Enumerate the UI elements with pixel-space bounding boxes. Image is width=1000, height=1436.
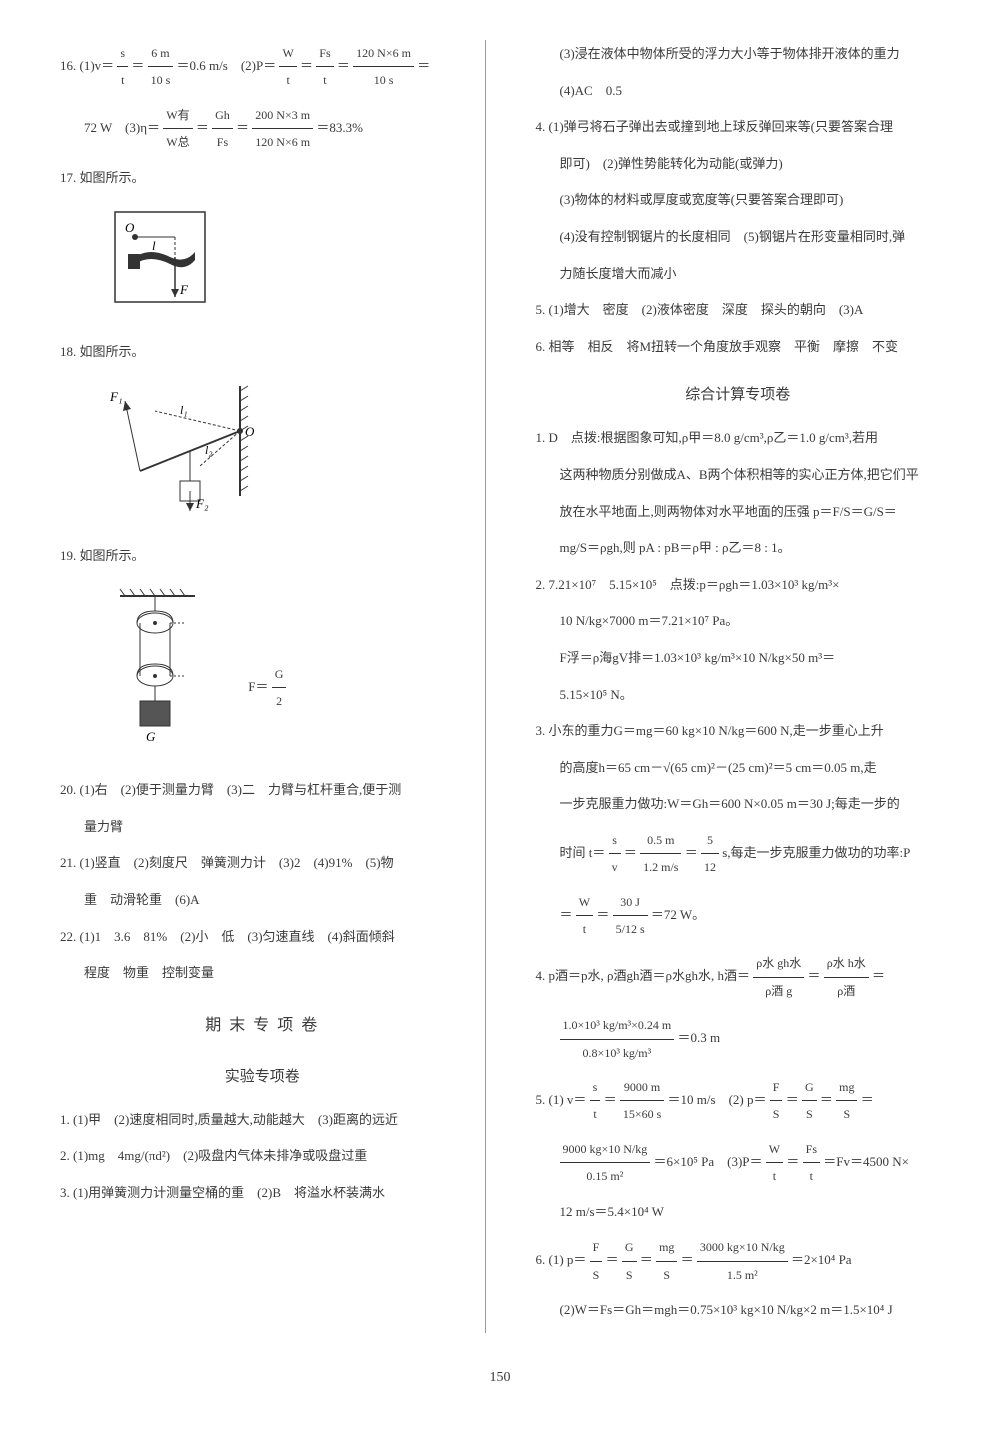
c4a: 4. p酒＝p水, ρ酒gh酒＝ρ水gh水, h酒＝ ρ水 gh水ρ酒 g ＝ … [536, 950, 941, 1004]
r4b: 即可) (2)弹性势能转化为动能(或弹力) [536, 150, 941, 179]
c3d: 时间 t＝ sv ＝ 0.5 m1.2 m/s ＝ 512 s,每走一步克服重力… [536, 827, 941, 881]
r6: 6. 相等 相反 将M扭转一个角度放手观察 平衡 摩擦 不变 [536, 333, 941, 362]
c3e: ＝ Wt ＝ 30 J5/12 s ＝72 W。 [536, 889, 941, 943]
r3b: (4)AC 0.5 [536, 77, 941, 106]
r5: 5. (1)增大 密度 (2)液体密度 深度 探头的朝向 (3)A [536, 296, 941, 325]
c1c: 放在水平地面上,则两物体对水平地面的压强 p＝F/S＝G/S＝ [536, 498, 941, 527]
q16-p1: (1)v＝ [80, 58, 115, 73]
q20b: 量力臂 [60, 813, 465, 842]
c5b: 9000 kg×10 N/kg0.15 m² ＝6×10⁵ Pa (3)P＝ W… [536, 1136, 941, 1190]
c2c: F浮＝ρ海gV排＝1.03×10³ kg/m³×10 N/kg×50 m³＝ [536, 644, 941, 673]
r3a: (3)浸在液体中物体所受的浮力大小等于物体排开液体的重力 [536, 40, 941, 69]
c5a: 5. (1) v＝ st ＝ 9000 m15×60 s ＝10 m/s (2)… [536, 1074, 941, 1128]
diagram-17: O l F [100, 202, 465, 323]
c4b: 1.0×10³ kg/m³×0.24 m0.8×10³ kg/m³ ＝0.3 m [536, 1012, 941, 1066]
frac: st [117, 40, 128, 94]
label-F: F [179, 282, 189, 297]
c1b: 这两种物质分别做成A、B两个体积相等的实心正方体,把它们平 [536, 461, 941, 490]
frac: 200 N×3 m120 N×6 m [252, 102, 313, 156]
c3a: 3. 小东的重力G＝mg＝60 kg×10 N/kg＝600 N,走一步重心上升 [536, 717, 941, 746]
c3c: 一步克服重力做功:W＝Gh＝600 N×0.05 m＝30 J;每走一步的 [536, 790, 941, 819]
c1a: 1. D 点拨:根据图象可知,ρ甲＝8.0 g/cm³,ρ乙＝1.0 g/cm³… [536, 424, 941, 453]
frac: 120 N×6 m10 s [353, 40, 414, 94]
q19-formula: F＝ G2 [248, 679, 286, 694]
r4c: (3)物体的材料或厚度或宽度等(只要答案合理即可) [536, 186, 941, 215]
label-F1: F₁ [109, 389, 122, 404]
diagram-18: O F₁ l₁ l₂ F₂ [100, 376, 465, 527]
c3b: 的高度h＝65 cm－√(65 cm)²－(25 cm)²＝5 cm＝0.05 … [536, 754, 941, 783]
c2b: 10 N/kg×7000 m＝7.21×10⁷ Pa。 [536, 607, 941, 636]
label-G: G [146, 729, 156, 744]
label-O: O [245, 424, 255, 439]
label-F2: F₂ [195, 496, 209, 511]
title-experiment: 实验专项卷 [60, 1061, 465, 1094]
frac: Wt [279, 40, 296, 94]
label-l2: l₂ [205, 443, 213, 457]
frac: Fst [316, 40, 333, 94]
diagram-19: G F＝ G2 [100, 581, 465, 762]
c6b: (2)W＝Fs＝Gh＝mgh＝0.75×10³ kg×10 N/kg×2 m＝1… [536, 1296, 941, 1325]
q16-line2: 72 W (3)η＝ W有W总 ＝ GhFs ＝ 200 N×3 m120 N×… [60, 102, 465, 156]
frac: 6 m10 s [148, 40, 174, 94]
label-l1: l₁ [180, 403, 188, 417]
c2a: 2. 7.21×10⁷ 5.15×10⁵ 点拨:p＝ρgh＝1.03×10³ k… [536, 571, 941, 600]
frac: GhFs [212, 102, 233, 156]
r4e: 力随长度增大而减小 [536, 260, 941, 289]
q19: 19. 如图所示。 [60, 542, 465, 571]
e3: 3. (1)用弹簧测力计测量空桶的重 (2)B 将溢水杯装满水 [60, 1179, 465, 1208]
label-O: O [125, 220, 135, 235]
e2: 2. (1)mg 4mg/(πd²) (2)吸盘内气体未排净或吸盘过重 [60, 1142, 465, 1171]
q18: 18. 如图所示。 [60, 338, 465, 367]
q16-line1: 16. (1)v＝ st ＝ 6 m10 s ＝0.6 m/s (2)P＝ Wt… [60, 40, 465, 94]
q20: 20. (1)右 (2)便于测量力臂 (3)二 力臂与杠杆重合,便于测 [60, 776, 465, 805]
c5c: 12 m/s＝5.4×10⁴ W [536, 1198, 941, 1227]
title-calc: 综合计算专项卷 [536, 379, 941, 412]
q16-label: 16. [60, 58, 76, 73]
page-number: 150 [60, 1363, 940, 1394]
e1: 1. (1)甲 (2)速度相同时,质量越大,动能越大 (3)距离的远近 [60, 1106, 465, 1135]
c1d: mg/S＝ρgh,则 pA : pB＝ρ甲 : ρ乙＝8 : 1。 [536, 534, 941, 563]
q22b: 程度 物重 控制变量 [60, 959, 465, 988]
frac: W有W总 [163, 102, 192, 156]
r4a: 4. (1)弹弓将石子弹出去或撞到地上球反弹回来等(只要答案合理 [536, 113, 941, 142]
q21b: 重 动滑轮重 (6)A [60, 886, 465, 915]
c2d: 5.15×10⁵ N。 [536, 681, 941, 710]
title-final: 期 末 专 项 卷 [60, 1008, 465, 1043]
label-l: l [152, 238, 156, 253]
q22: 22. (1)1 3.6 81% (2)小 低 (3)匀速直线 (4)斜面倾斜 [60, 923, 465, 952]
q17: 17. 如图所示。 [60, 164, 465, 193]
c6a: 6. (1) p＝ FS ＝ GS ＝ mgS ＝ 3000 kg×10 N/k… [536, 1234, 941, 1288]
r4d: (4)没有控制钢锯片的长度相同 (5)钢锯片在形变量相同时,弹 [536, 223, 941, 252]
q21: 21. (1)竖直 (2)刻度尺 弹簧测力计 (3)2 (4)91% (5)物 [60, 849, 465, 878]
